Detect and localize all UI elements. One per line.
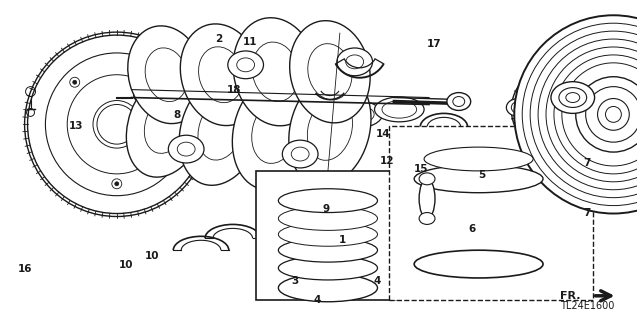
Text: 18: 18: [227, 85, 242, 95]
Text: 8: 8: [173, 110, 181, 120]
Ellipse shape: [278, 207, 378, 230]
Ellipse shape: [506, 99, 530, 116]
Ellipse shape: [278, 256, 378, 280]
Ellipse shape: [168, 135, 204, 163]
Ellipse shape: [447, 93, 470, 110]
Ellipse shape: [289, 73, 371, 186]
Text: 14: 14: [376, 129, 391, 139]
Ellipse shape: [179, 91, 234, 118]
Text: 15: 15: [414, 164, 429, 174]
Ellipse shape: [419, 179, 435, 219]
Text: 12: 12: [380, 156, 394, 166]
Circle shape: [157, 80, 161, 84]
Ellipse shape: [551, 82, 595, 114]
Text: 17: 17: [427, 39, 442, 49]
Ellipse shape: [290, 21, 370, 123]
Text: 13: 13: [68, 121, 83, 131]
Ellipse shape: [424, 147, 533, 171]
Ellipse shape: [228, 96, 284, 123]
Ellipse shape: [228, 51, 264, 79]
Ellipse shape: [134, 81, 189, 108]
Ellipse shape: [232, 73, 319, 190]
Ellipse shape: [179, 73, 262, 185]
Ellipse shape: [277, 100, 333, 128]
Ellipse shape: [180, 24, 261, 126]
Ellipse shape: [278, 274, 378, 302]
Ellipse shape: [337, 48, 372, 76]
Text: 9: 9: [323, 204, 330, 213]
Text: 7: 7: [583, 158, 590, 168]
Ellipse shape: [419, 212, 435, 225]
Text: 10: 10: [145, 251, 159, 261]
Text: FR.: FR.: [560, 291, 580, 301]
Ellipse shape: [24, 32, 209, 217]
Ellipse shape: [414, 250, 543, 278]
Ellipse shape: [374, 97, 424, 122]
Text: 6: 6: [468, 224, 476, 234]
Text: 5: 5: [478, 170, 485, 180]
Circle shape: [465, 185, 493, 212]
Ellipse shape: [278, 222, 378, 246]
Ellipse shape: [515, 15, 640, 213]
Ellipse shape: [128, 26, 205, 123]
Ellipse shape: [511, 68, 595, 151]
Text: 4: 4: [373, 276, 381, 286]
Ellipse shape: [414, 165, 543, 193]
Bar: [389, 126, 593, 300]
Ellipse shape: [126, 71, 206, 177]
Circle shape: [73, 80, 77, 84]
Ellipse shape: [419, 173, 435, 185]
Text: 16: 16: [18, 263, 32, 274]
Ellipse shape: [278, 189, 378, 212]
Ellipse shape: [282, 140, 318, 168]
Bar: [255, 171, 399, 300]
Text: 4: 4: [313, 295, 321, 305]
Text: 1: 1: [339, 235, 346, 245]
Text: TL24E1600: TL24E1600: [561, 301, 615, 311]
Ellipse shape: [278, 238, 378, 262]
Text: 7: 7: [583, 208, 590, 218]
Text: 2: 2: [215, 34, 222, 44]
Circle shape: [115, 182, 119, 186]
Text: 11: 11: [243, 38, 257, 48]
Text: 10: 10: [119, 260, 134, 271]
Ellipse shape: [327, 100, 383, 128]
Text: 3: 3: [291, 276, 298, 286]
Ellipse shape: [233, 18, 317, 126]
